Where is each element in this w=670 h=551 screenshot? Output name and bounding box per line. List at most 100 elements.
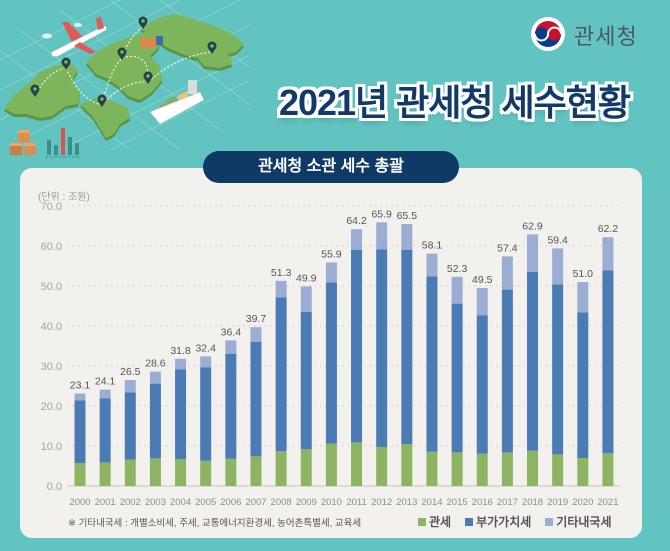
bar-segment-other-domestic-tax [577,282,589,313]
bar-stack [175,358,187,486]
stacked-bar-chart: 0.0 10.0 20.0 30.0 40.0 50.0 60.0 70.0 23.1 2000 2… [41,201,620,508]
bar-segment-customs-duty [476,453,488,486]
bar-segment-vat [250,342,262,457]
bar-segment-customs-duty [175,459,187,486]
value-label: 28.6 [145,358,166,370]
bar-segment-other-domestic-tax [275,280,287,298]
map-pin-icon [97,94,107,107]
bar-segment-vat [602,270,614,454]
bar-segment-other-domestic-tax [501,256,513,290]
taegeuk-emblem-icon [531,17,565,51]
legend-label: 관세 [429,515,452,529]
bar-segment-vat [175,369,187,460]
value-label: 65.9 [371,208,392,220]
bar-segment-other-domestic-tax [602,237,614,271]
x-tick-label: 2011 [346,497,366,508]
bar-segment-customs-duty [451,452,463,486]
bar-segment-customs-duty [74,463,86,486]
legend-item-other-domestic-tax: 기타내국세 [545,513,612,530]
x-tick-label: 2005 [195,497,216,508]
bar-stack [426,253,438,486]
bar-stack [99,389,111,486]
chart-card: (단위 : 조원) 0.0 10.0 20.0 30.0 40.0 50.0 60.0 70.… [20,168,642,538]
bar-segment-customs-duty [300,449,312,486]
value-label: 26.5 [120,366,141,378]
bar-segment-customs-duty [275,451,287,486]
bar-stack [300,286,312,486]
bar-segment-customs-duty [351,442,363,486]
y-tick-label: 40.0 [41,321,62,333]
bar-segment-vat [74,400,86,464]
x-tick-label: 2013 [396,497,417,508]
chart-legend: 관세 부가가치세 기타내국세 [418,513,612,530]
bar-stack [275,280,287,486]
bar-stack [149,371,161,486]
bar-segment-vat [501,289,513,453]
mini-bar-chart-icon [45,128,81,158]
bar-stack [351,229,363,486]
bar-segment-other-domestic-tax [250,327,262,342]
map-pins [30,16,217,107]
legend-item-customs-duty: 관세 [418,513,451,530]
map-pin-icon [30,84,40,97]
bar-stack [552,248,564,486]
x-tick-label: 2017 [497,497,518,508]
y-tick-label: 30.0 [41,361,62,373]
world-trade-illustration [0,0,250,158]
bar-segment-vat [401,250,413,444]
value-label: 24.1 [95,376,116,388]
y-tick-label: 0.0 [47,481,62,493]
value-label: 59.4 [547,234,568,246]
map-pin-icon [207,41,217,54]
x-tick-label: 2018 [522,497,543,508]
truck-icon [140,36,163,48]
legend-swatch [465,517,474,526]
value-label: 36.4 [221,326,242,338]
bar-segment-vat [451,303,463,453]
bar-segment-other-domestic-tax [200,356,212,368]
x-tick-label: 2014 [421,497,442,508]
bar-segment-customs-duty [99,462,111,486]
unit-label: (단위 : 조원) [38,192,90,203]
bar-segment-other-domestic-tax [527,234,539,272]
bar-segment-vat [527,272,539,451]
legend-item-vat: 부가가치세 [465,513,531,530]
x-tick-label: 2002 [120,497,141,508]
bar-segment-other-domestic-tax [74,393,86,401]
legend-swatch [418,517,426,526]
bar-segment-other-domestic-tax [325,262,337,283]
cargo-boxes-icon [10,130,36,155]
map-pin-icon [138,16,148,29]
value-label: 51.0 [573,268,594,280]
bar-segment-customs-duty [225,458,237,486]
legend-label: 부가가치세 [476,515,532,529]
x-tick-label: 2016 [472,497,493,508]
x-tick-label: 2008 [271,497,292,508]
map-pin-icon [143,71,153,84]
bar-segment-customs-duty [250,456,262,486]
bar-segment-vat [577,312,589,458]
x-tick-label: 2000 [69,497,90,508]
page-title: 2021년 관세청 세수현황 [278,82,631,123]
legend-label: 기타내국세 [556,515,612,529]
bar-segment-other-domestic-tax [426,253,438,277]
bar-segment-vat [99,398,111,463]
bar-segment-other-domestic-tax [124,380,136,393]
bar-stack [401,224,413,486]
bar-segment-other-domestic-tax [401,224,413,250]
bar-segment-customs-duty [124,459,136,486]
bar-stack [501,256,513,486]
value-label: 62.9 [522,220,543,232]
chart-title-pill: 관세청 소관 세수 총괄 [203,151,459,183]
bar-segment-other-domestic-tax [451,276,463,304]
bar-segment-other-domestic-tax [175,358,187,370]
bar-segment-other-domestic-tax [376,222,388,250]
x-tick-label: 2001 [95,497,116,508]
bar-segment-customs-duty [552,454,564,486]
bar-segment-vat [376,249,388,448]
bar-segment-vat [225,354,237,459]
bar-stack [200,356,212,486]
y-tick-label: 50.0 [41,281,62,293]
x-tick-label: 2007 [245,497,266,508]
bar-segment-customs-duty [149,458,161,486]
